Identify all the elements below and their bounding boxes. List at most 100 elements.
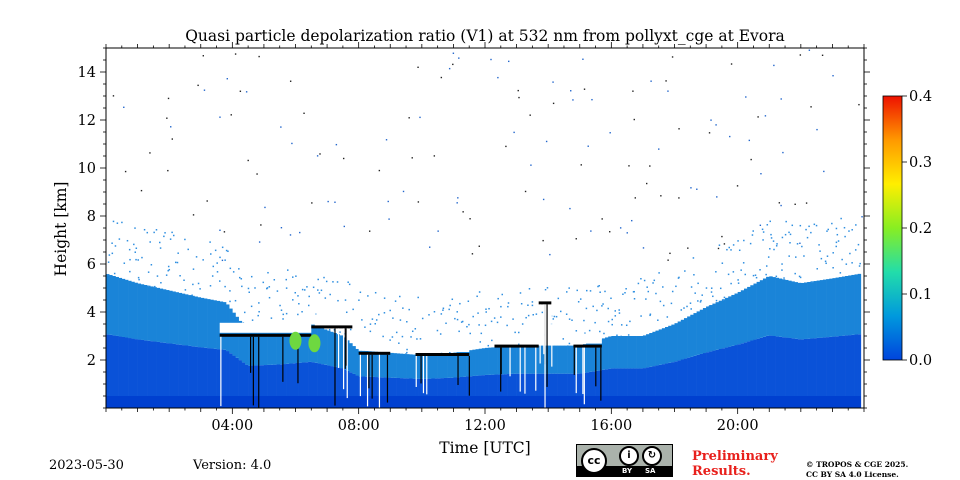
aerosol-column [548,373,552,408]
aerosol-column-upper [535,345,539,374]
aerosol-column-upper [655,330,660,366]
aerosol-column-upper [466,350,470,377]
aerosol-speckle [769,220,771,223]
aerosol-column [481,375,486,408]
noise-point [197,84,199,87]
aerosol-column-upper [646,334,650,368]
cloud-shadow [519,347,521,392]
aerosol-speckle [399,319,402,321]
aerosol-speckle [555,315,558,318]
aerosol-column-upper [592,341,596,372]
aerosol-speckle [789,242,791,244]
aerosol-speckle [325,280,328,283]
noise-point [411,157,413,159]
aerosol-speckle [775,275,778,278]
cloud-layer [311,325,353,329]
aerosol-speckle [454,317,456,320]
aerosol-column [497,374,502,408]
aerosol-speckle [766,224,769,226]
aerosol-speckle [171,231,173,234]
heatmap-area [106,49,863,409]
aerosol-column [848,335,852,408]
aerosol-speckle [374,323,377,325]
aerosol-column-upper [750,285,754,341]
cloud-shadow [282,336,284,382]
aerosol-column-upper [781,279,786,338]
noise-point [462,211,464,213]
aerosol-column [781,337,786,408]
noise-point [343,225,345,228]
noise-point [260,224,262,226]
aerosol-column-upper [639,336,644,369]
noise-point [650,80,652,82]
noise-point [517,89,519,92]
aerosol-speckle [108,254,111,256]
aerosol-column-upper [241,325,246,363]
noise-point [760,173,762,175]
aerosol-speckle [520,302,523,305]
aerosol-column-upper [630,336,634,369]
cloud-clear-above [494,333,539,344]
noise-point [327,200,329,203]
aerosol-speckle [268,296,271,299]
aerosol-speckle [531,304,534,307]
aerosol-speckle [488,307,490,310]
aerosol-speckle [345,311,348,314]
aerosol-column [665,363,669,408]
aerosol-speckle [147,271,150,273]
aerosol-speckle [857,243,860,246]
noise-point [821,54,824,57]
aerosol-speckle [141,256,143,259]
aerosol-column-upper [652,331,656,367]
aerosol-speckle [176,261,179,264]
aerosol-speckle [762,231,765,233]
aerosol-speckle [637,282,640,285]
aerosol-speckle [367,295,369,297]
cloud-shadow [378,354,381,408]
aerosol-speckle [737,282,740,284]
aerosol-speckle [715,271,717,273]
aerosol-column-upper [785,279,789,338]
cloud-shadow [524,347,526,394]
aerosol-column-upper [813,281,817,339]
aerosol-speckle [114,245,117,247]
aerosol-column-upper [775,277,780,337]
aerosol-column-upper [175,292,179,345]
noise-point [378,169,381,172]
noise-point [730,63,733,65]
aerosol-column-upper [399,353,404,379]
aerosol-speckle [583,319,585,322]
aerosol-speckle [143,228,146,231]
aerosol-speckle [243,311,246,314]
aerosol-column [336,367,341,408]
aerosol-speckle [527,314,530,317]
aerosol-column [857,334,862,408]
cloud-shadow [582,347,584,395]
copyright-line2: CC BY SA 4.0 License. [806,470,899,479]
noise-point [721,235,723,238]
cloud-shadow [422,356,425,394]
aerosol-speckle [824,260,827,263]
x-tick-label: 08:00 [338,418,380,434]
aerosol-column-upper [434,354,438,379]
aerosol-column-upper [134,282,138,340]
aerosol-speckle [812,281,815,284]
aerosol-column [469,376,473,408]
aerosol-column [298,362,303,408]
cloud-shadow [583,347,585,405]
aerosol-column-upper [725,297,729,348]
aerosol-speckle [159,241,161,244]
aerosol-speckle [160,281,162,284]
aerosol-column-upper [573,345,577,374]
aerosol-column [677,360,682,408]
aerosol-column-upper [440,353,445,379]
aerosol-column-upper [620,336,625,369]
aerosol-column [788,337,792,408]
cc-license-badge: cc i ↻ BY SA [576,444,673,477]
cloud-shadow [345,328,347,366]
aerosol-speckle [826,255,829,257]
aerosol-column-upper [380,352,385,378]
aerosol-speckle [195,256,198,258]
aerosol-speckle [258,302,260,304]
aerosol-speckle [214,249,217,252]
